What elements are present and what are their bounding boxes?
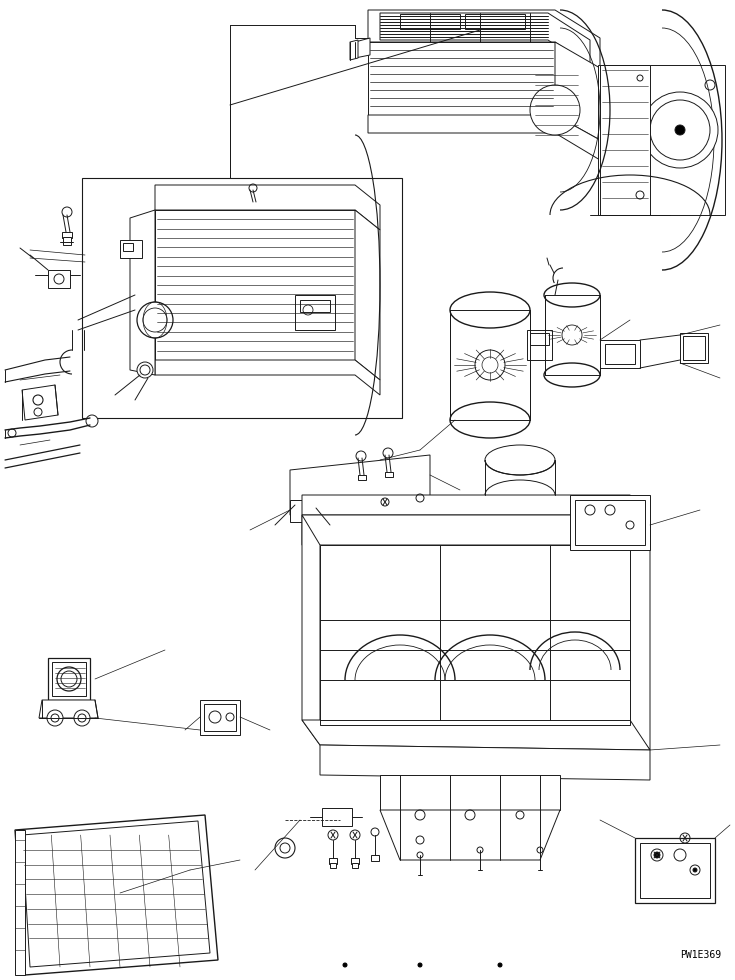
Bar	[465, 14, 525, 29]
Polygon shape	[155, 210, 355, 360]
Polygon shape	[450, 310, 530, 420]
Circle shape	[57, 667, 81, 691]
Bar	[48, 270, 70, 288]
Bar	[358, 475, 366, 480]
Polygon shape	[368, 42, 555, 115]
Bar	[527, 330, 552, 360]
Circle shape	[137, 362, 153, 378]
Bar	[640, 843, 710, 898]
Circle shape	[343, 963, 347, 967]
Bar	[290, 500, 318, 522]
Circle shape	[418, 963, 422, 967]
Bar	[15, 830, 25, 975]
Bar	[329, 858, 337, 864]
Polygon shape	[15, 815, 218, 975]
Polygon shape	[22, 385, 58, 420]
Circle shape	[585, 505, 595, 515]
Bar	[63, 237, 71, 245]
Bar	[204, 704, 236, 731]
Circle shape	[605, 505, 615, 515]
Ellipse shape	[485, 445, 555, 475]
Bar	[400, 14, 460, 29]
Bar	[320, 545, 630, 725]
Bar	[635, 838, 715, 903]
Circle shape	[642, 92, 718, 168]
Polygon shape	[545, 295, 600, 375]
Circle shape	[651, 849, 663, 861]
Bar	[530, 333, 549, 345]
Polygon shape	[355, 210, 380, 380]
Polygon shape	[290, 455, 430, 515]
Circle shape	[675, 125, 685, 135]
Circle shape	[74, 710, 90, 726]
Polygon shape	[380, 775, 560, 810]
Polygon shape	[368, 115, 600, 160]
Polygon shape	[355, 38, 370, 58]
Bar	[385, 472, 393, 477]
Polygon shape	[368, 10, 600, 72]
Bar	[48, 658, 90, 700]
Bar	[570, 495, 650, 550]
Polygon shape	[302, 720, 650, 750]
Bar	[683, 336, 705, 360]
Circle shape	[47, 710, 63, 726]
Polygon shape	[380, 810, 560, 860]
Circle shape	[530, 85, 580, 135]
Circle shape	[275, 838, 295, 858]
Polygon shape	[555, 42, 600, 140]
Bar	[322, 808, 352, 826]
Circle shape	[498, 963, 502, 967]
Polygon shape	[302, 515, 320, 745]
Circle shape	[8, 429, 16, 437]
Bar	[62, 232, 72, 238]
Ellipse shape	[485, 480, 555, 510]
Polygon shape	[155, 185, 380, 230]
Circle shape	[562, 325, 582, 345]
Bar	[600, 340, 640, 368]
Polygon shape	[302, 515, 650, 545]
Bar	[351, 858, 359, 864]
Circle shape	[209, 711, 221, 723]
Polygon shape	[22, 821, 210, 967]
Bar	[295, 295, 335, 330]
Bar	[680, 333, 708, 363]
Bar	[82, 178, 402, 418]
Text: PW1E369: PW1E369	[680, 950, 721, 960]
Polygon shape	[598, 65, 725, 215]
Bar	[371, 855, 379, 861]
Bar	[52, 662, 86, 696]
Circle shape	[654, 852, 660, 858]
Circle shape	[690, 865, 700, 875]
Circle shape	[54, 274, 64, 284]
Polygon shape	[130, 210, 155, 375]
Polygon shape	[320, 745, 650, 780]
Bar	[123, 243, 133, 251]
Circle shape	[626, 521, 634, 529]
Bar	[300, 300, 330, 312]
Polygon shape	[600, 65, 650, 215]
Bar	[330, 863, 336, 868]
Circle shape	[86, 415, 98, 427]
Circle shape	[137, 302, 173, 338]
Polygon shape	[155, 360, 380, 395]
Bar	[352, 863, 358, 868]
Circle shape	[674, 849, 686, 861]
Polygon shape	[39, 700, 98, 718]
Bar	[575, 500, 645, 545]
Bar	[200, 700, 240, 735]
Circle shape	[475, 350, 505, 380]
Bar	[605, 344, 635, 364]
Polygon shape	[630, 515, 650, 750]
Circle shape	[693, 868, 697, 872]
Polygon shape	[302, 495, 650, 545]
Bar	[120, 240, 142, 258]
Polygon shape	[350, 40, 358, 60]
